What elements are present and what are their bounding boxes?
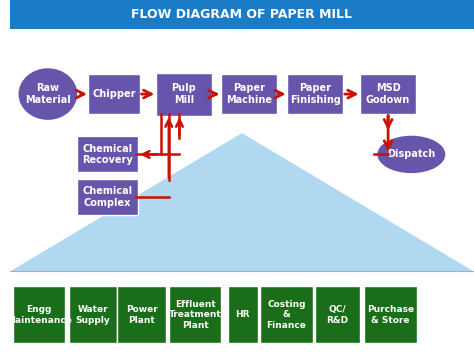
Text: QC/
R&D: QC/ R&D xyxy=(327,305,348,324)
FancyBboxPatch shape xyxy=(221,75,277,114)
FancyBboxPatch shape xyxy=(13,286,65,344)
Text: MSD
Godown: MSD Godown xyxy=(366,83,410,105)
Text: Chipper: Chipper xyxy=(92,89,136,99)
Text: Effluent
Treatment
Plant: Effluent Treatment Plant xyxy=(169,300,221,330)
FancyBboxPatch shape xyxy=(10,0,474,29)
FancyBboxPatch shape xyxy=(89,75,140,114)
Text: Dispatch: Dispatch xyxy=(387,149,436,159)
FancyBboxPatch shape xyxy=(360,75,416,114)
Text: Power
Plant: Power Plant xyxy=(126,305,157,324)
FancyBboxPatch shape xyxy=(77,179,137,215)
Text: Purchase
& Store: Purchase & Store xyxy=(367,305,414,324)
FancyBboxPatch shape xyxy=(156,73,212,116)
Ellipse shape xyxy=(18,67,78,121)
Text: Paper
Finishing: Paper Finishing xyxy=(290,83,341,105)
FancyBboxPatch shape xyxy=(77,137,137,173)
Text: HR: HR xyxy=(236,310,250,320)
Text: Engg
Maintenance: Engg Maintenance xyxy=(6,305,72,324)
Text: Costing
&
Finance: Costing & Finance xyxy=(266,300,306,330)
FancyBboxPatch shape xyxy=(315,286,360,344)
Text: Chemical
Recovery: Chemical Recovery xyxy=(82,144,133,165)
FancyBboxPatch shape xyxy=(169,286,221,344)
Polygon shape xyxy=(10,133,474,272)
Ellipse shape xyxy=(376,135,446,174)
Text: Pulp
Mill: Pulp Mill xyxy=(172,83,196,105)
Text: Water
Supply: Water Supply xyxy=(75,305,110,324)
Text: Chemical
Complex: Chemical Complex xyxy=(82,186,132,208)
FancyBboxPatch shape xyxy=(69,286,117,344)
Text: FLOW DIAGRAM OF PAPER MILL: FLOW DIAGRAM OF PAPER MILL xyxy=(131,8,352,21)
Text: Raw
Material: Raw Material xyxy=(25,83,71,105)
FancyBboxPatch shape xyxy=(228,286,258,344)
Text: Paper
Machine: Paper Machine xyxy=(226,83,272,105)
FancyBboxPatch shape xyxy=(118,286,166,344)
FancyBboxPatch shape xyxy=(364,286,417,344)
FancyBboxPatch shape xyxy=(287,75,343,114)
FancyBboxPatch shape xyxy=(260,286,313,344)
